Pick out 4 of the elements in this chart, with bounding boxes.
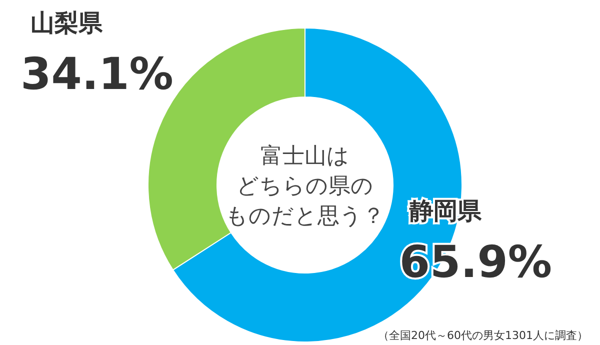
text: （全国20代～60代の男女1301人に調査） xyxy=(378,329,588,342)
slice-label: 山梨県 xyxy=(30,8,104,37)
text: 富士山はどちらの県のものだと思う？ xyxy=(226,144,384,229)
data-label: 34.1% xyxy=(20,48,174,100)
